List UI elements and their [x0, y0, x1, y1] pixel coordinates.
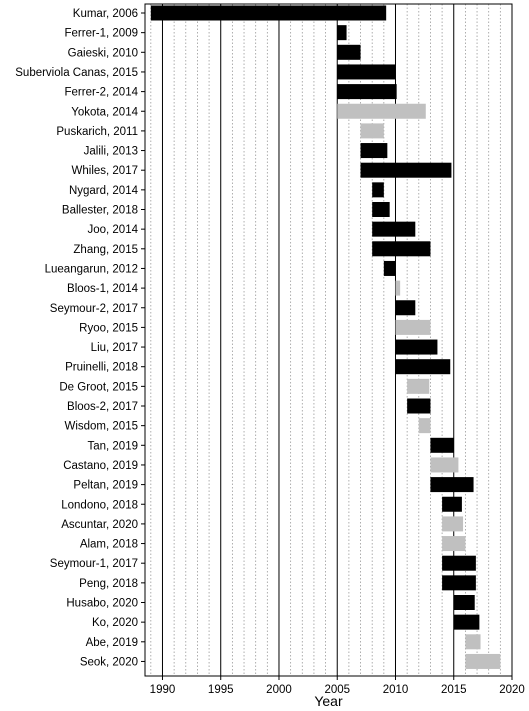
x-tick-label: 2020 [499, 684, 525, 696]
study-label: Wisdom, 2015 [64, 421, 138, 433]
study-bar [337, 64, 396, 80]
study-label: Husabo, 2020 [66, 598, 138, 610]
y-axis-labels: Kumar, 2006 Ferrer-1, 2009 Gaieski, 2010 Su… [15, 8, 145, 668]
x-tick-label: 2000 [266, 684, 292, 696]
study-label: Tan, 2019 [87, 440, 138, 452]
study-bar [407, 398, 431, 414]
study-label: Whiles, 2017 [72, 165, 138, 177]
study-bar [395, 359, 451, 375]
study-bar [442, 555, 476, 571]
study-bar [372, 221, 416, 237]
study-bar [395, 280, 401, 296]
x-tick-label: 1995 [208, 684, 234, 696]
study-bar [430, 477, 474, 493]
study-label: Ascuntar, 2020 [61, 519, 138, 531]
study-bar [395, 319, 431, 335]
study-label: Pruinelli, 2018 [65, 362, 138, 374]
study-bar [360, 143, 388, 159]
x-tick-label: 2005 [324, 684, 350, 696]
study-label: Ko, 2020 [92, 617, 138, 629]
study-label: Abe, 2019 [86, 637, 138, 649]
study-bar [337, 84, 397, 100]
study-label: De Groot, 2015 [59, 381, 138, 393]
study-label: Ryoo, 2015 [79, 322, 138, 334]
study-bar [442, 536, 466, 552]
study-bar [442, 575, 476, 591]
study-label: Zhang, 2015 [73, 244, 138, 256]
study-label: Puskarich, 2011 [56, 126, 138, 138]
x-axis-title: Year [314, 693, 343, 709]
study-bar [418, 418, 431, 434]
study-bar [465, 634, 481, 650]
study-label: Gaieski, 2010 [68, 47, 138, 59]
study-bar [372, 182, 384, 198]
study-label: Bloos-1, 2014 [67, 283, 139, 295]
study-label: Alam, 2018 [80, 539, 138, 551]
study-label: Ballester, 2018 [62, 205, 138, 217]
study-label: Suberviola Canas, 2015 [15, 67, 138, 79]
study-label: Castano, 2019 [63, 460, 138, 472]
plot-frame [144, 3, 513, 677]
grid-lines [150, 4, 513, 676]
study-label: Ferrer-1, 2009 [64, 28, 138, 40]
study-bars [150, 5, 501, 669]
study-label: Jalili, 2013 [84, 146, 138, 158]
study-bar [337, 103, 426, 119]
x-tick-label: 2010 [383, 684, 409, 696]
study-bar [442, 496, 462, 512]
study-bar [150, 5, 387, 21]
study-label: Joo, 2014 [87, 224, 138, 236]
study-bar [442, 516, 464, 532]
x-axis-ticks: 1990 1995 2000 2005 2010 2015 2020 [150, 676, 525, 696]
study-bar [383, 260, 396, 276]
study-bar [430, 437, 454, 453]
study-bar [465, 653, 501, 669]
study-label: Peltan, 2019 [73, 480, 138, 492]
study-bar [453, 614, 480, 630]
study-label: Bloos-2, 2017 [67, 401, 138, 413]
study-label: Kumar, 2006 [73, 8, 138, 20]
study-bar [430, 457, 459, 473]
study-label: Seok, 2020 [80, 656, 138, 668]
study-bar [360, 123, 384, 139]
study-label: Peng, 2018 [79, 578, 138, 590]
study-bar [337, 25, 347, 41]
study-bar [453, 595, 475, 610]
study-bar [372, 202, 390, 217]
study-label: Londono, 2018 [61, 499, 138, 511]
study-bar [395, 339, 438, 355]
study-label: Liu, 2017 [91, 342, 138, 354]
study-label: Ferrer-2, 2014 [64, 87, 138, 99]
study-label: Yokota, 2014 [71, 106, 138, 118]
study-label: Seymour-1, 2017 [50, 558, 138, 570]
study-label: Nygard, 2014 [69, 185, 139, 197]
study-bar [395, 300, 416, 316]
study-label: Lueangarun, 2012 [45, 263, 138, 275]
x-tick-label: 1990 [150, 684, 176, 696]
study-bar [372, 241, 431, 257]
study-bar [337, 44, 361, 60]
study-label: Seymour-2, 2017 [50, 303, 138, 315]
study-bar [407, 378, 430, 394]
study-bar [360, 162, 452, 178]
x-tick-label: 2015 [441, 684, 467, 696]
